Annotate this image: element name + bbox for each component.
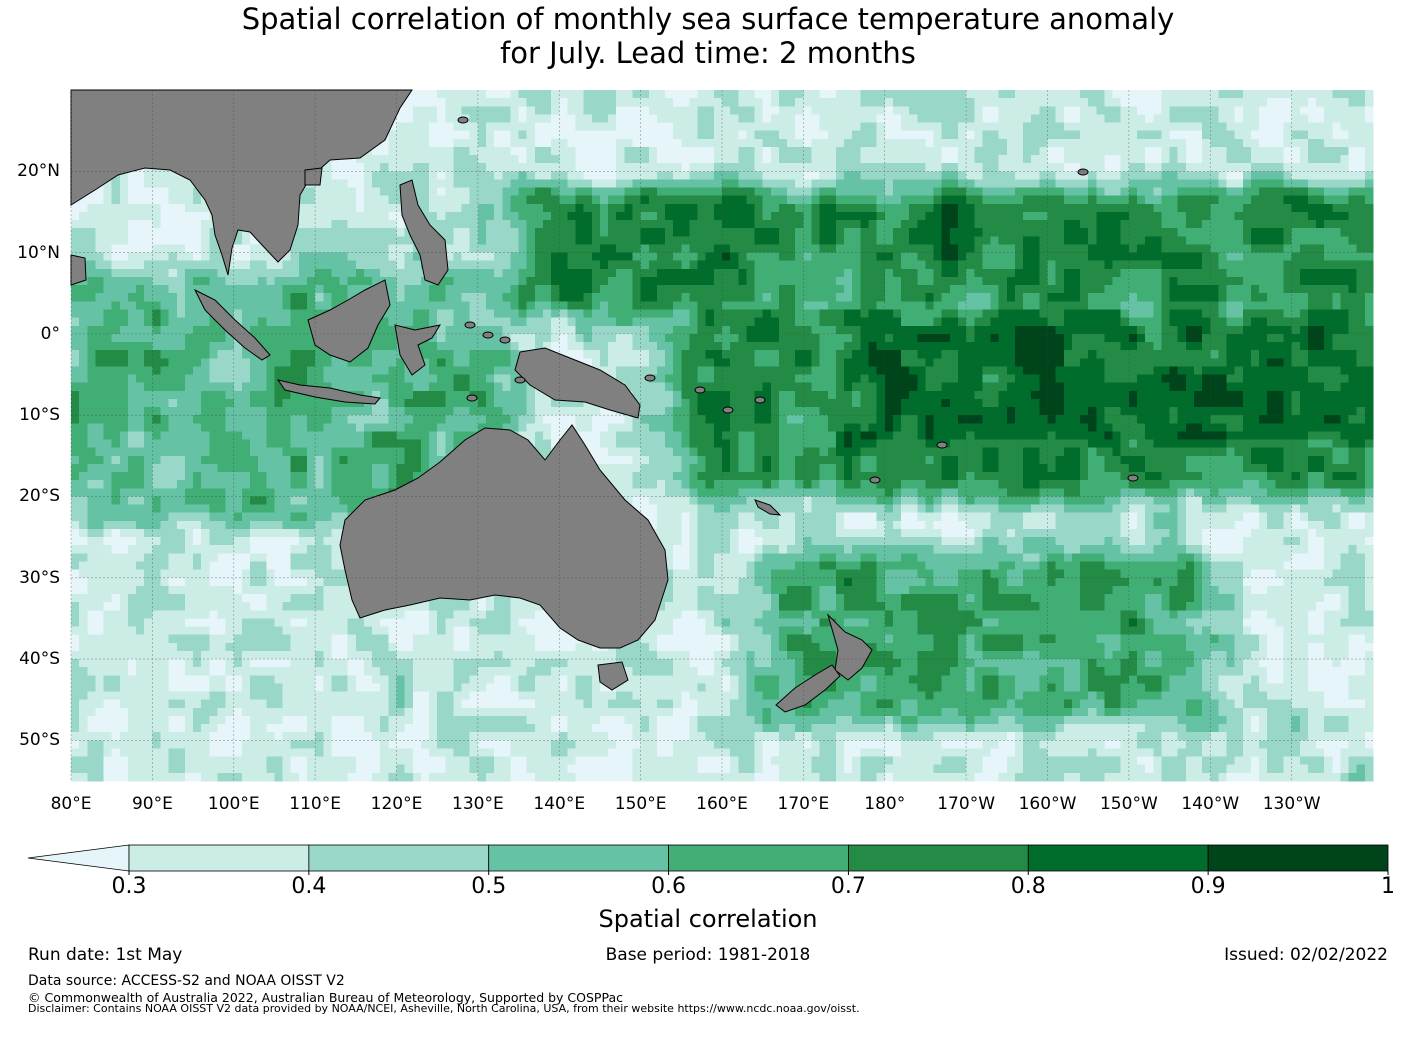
island-2 — [482, 331, 494, 339]
longitude-label: 150°W — [1099, 794, 1158, 814]
land-sumatra — [193, 288, 271, 361]
longitude-label: 170°W — [937, 794, 996, 814]
land-sri-lanka-india-tip — [70, 254, 87, 286]
land-masses — [70, 89, 1139, 713]
land-new-zealand-south — [775, 664, 841, 713]
longitude-label: 180° — [864, 794, 906, 814]
island-11 — [1127, 474, 1139, 482]
colorbar-tick-label: 0.3 — [111, 874, 147, 899]
longitude-label: 120°E — [370, 794, 423, 814]
land-new-zealand-north — [826, 613, 873, 681]
longitude-label: 130°W — [1262, 794, 1321, 814]
island-10 — [1077, 168, 1089, 176]
base-period: Base period: 1981-2018 — [605, 945, 811, 965]
latitude-label: 10°N — [17, 242, 60, 263]
island-7 — [694, 386, 706, 394]
island-13 — [754, 396, 766, 404]
colorbar-tick-label: 0.4 — [291, 874, 327, 899]
longitude-label: 110°E — [289, 794, 341, 814]
island-5 — [514, 376, 526, 384]
latitude-label: 10°S — [19, 405, 60, 426]
latitude-label: 20°N — [17, 161, 60, 182]
page-title: Spatial correlation of monthly sea surfa… — [0, 2, 1416, 70]
copyright-notice: © Commonwealth of Australia 2022, Austra… — [28, 990, 623, 1005]
graticule — [70, 90, 1373, 781]
colorbar-tick-label: 1 — [1381, 874, 1395, 899]
title-line-2: for July. Lead time: 2 months — [500, 36, 916, 70]
latitude-label: 40°S — [19, 649, 60, 670]
colorbar-tick-label: 0.9 — [1190, 874, 1226, 899]
colorbar-tick-label: 0.7 — [830, 874, 866, 899]
land-philippines — [399, 179, 449, 286]
colorbar-label: Spatial correlation — [598, 905, 818, 933]
island-6 — [644, 374, 656, 382]
longitude-label: 130°E — [452, 794, 504, 814]
island-0 — [457, 116, 469, 124]
latitude-label: 0° — [40, 323, 60, 344]
issued-date: Issued: 02/02/2022 — [1224, 945, 1388, 965]
land-tasmania — [597, 661, 629, 691]
longitude-label: 100°E — [207, 794, 260, 814]
colorbar-tick-label: 0.8 — [1010, 874, 1046, 899]
island-3 — [499, 336, 511, 344]
data-source: Data source: ACCESS-S2 and NOAA OISST V2 — [28, 973, 345, 989]
latitude-label: 20°S — [19, 486, 60, 507]
longitude-label: 160°W — [1018, 794, 1077, 814]
title-line-1: Spatial correlation of monthly sea surfa… — [241, 2, 1175, 36]
longitude-label: 160°E — [696, 794, 748, 814]
colorbar-tick-label: 0.6 — [651, 874, 687, 899]
longitude-label: 140°E — [533, 794, 586, 814]
run-date: Run date: 1st May — [28, 945, 183, 965]
land-sulawesi — [394, 324, 442, 376]
island-8 — [722, 406, 734, 414]
colorbar-tick-label: 0.5 — [471, 874, 507, 899]
longitude-label: 150°E — [614, 794, 667, 814]
longitude-label: 140°W — [1181, 794, 1240, 814]
longitude-label: 80°E — [50, 794, 92, 814]
land-new-caledonia — [754, 499, 782, 516]
latitude-label: 50°S — [19, 730, 60, 751]
land-australia — [339, 424, 669, 649]
island-1 — [464, 321, 476, 329]
land-hainan-taiwan — [304, 167, 323, 186]
land-borneo — [307, 279, 391, 363]
latitude-label: 30°S — [19, 567, 60, 588]
longitude-label: 90°E — [131, 794, 173, 814]
land-asia-mainland — [70, 89, 413, 276]
land-new-guinea — [514, 347, 641, 419]
island-4 — [466, 394, 478, 402]
island-12 — [936, 441, 948, 449]
disclaimer: Disclaimer: Contains NOAA OISST V2 data … — [28, 1002, 860, 1015]
island-9 — [869, 476, 881, 484]
longitude-label: 170°E — [777, 794, 830, 814]
